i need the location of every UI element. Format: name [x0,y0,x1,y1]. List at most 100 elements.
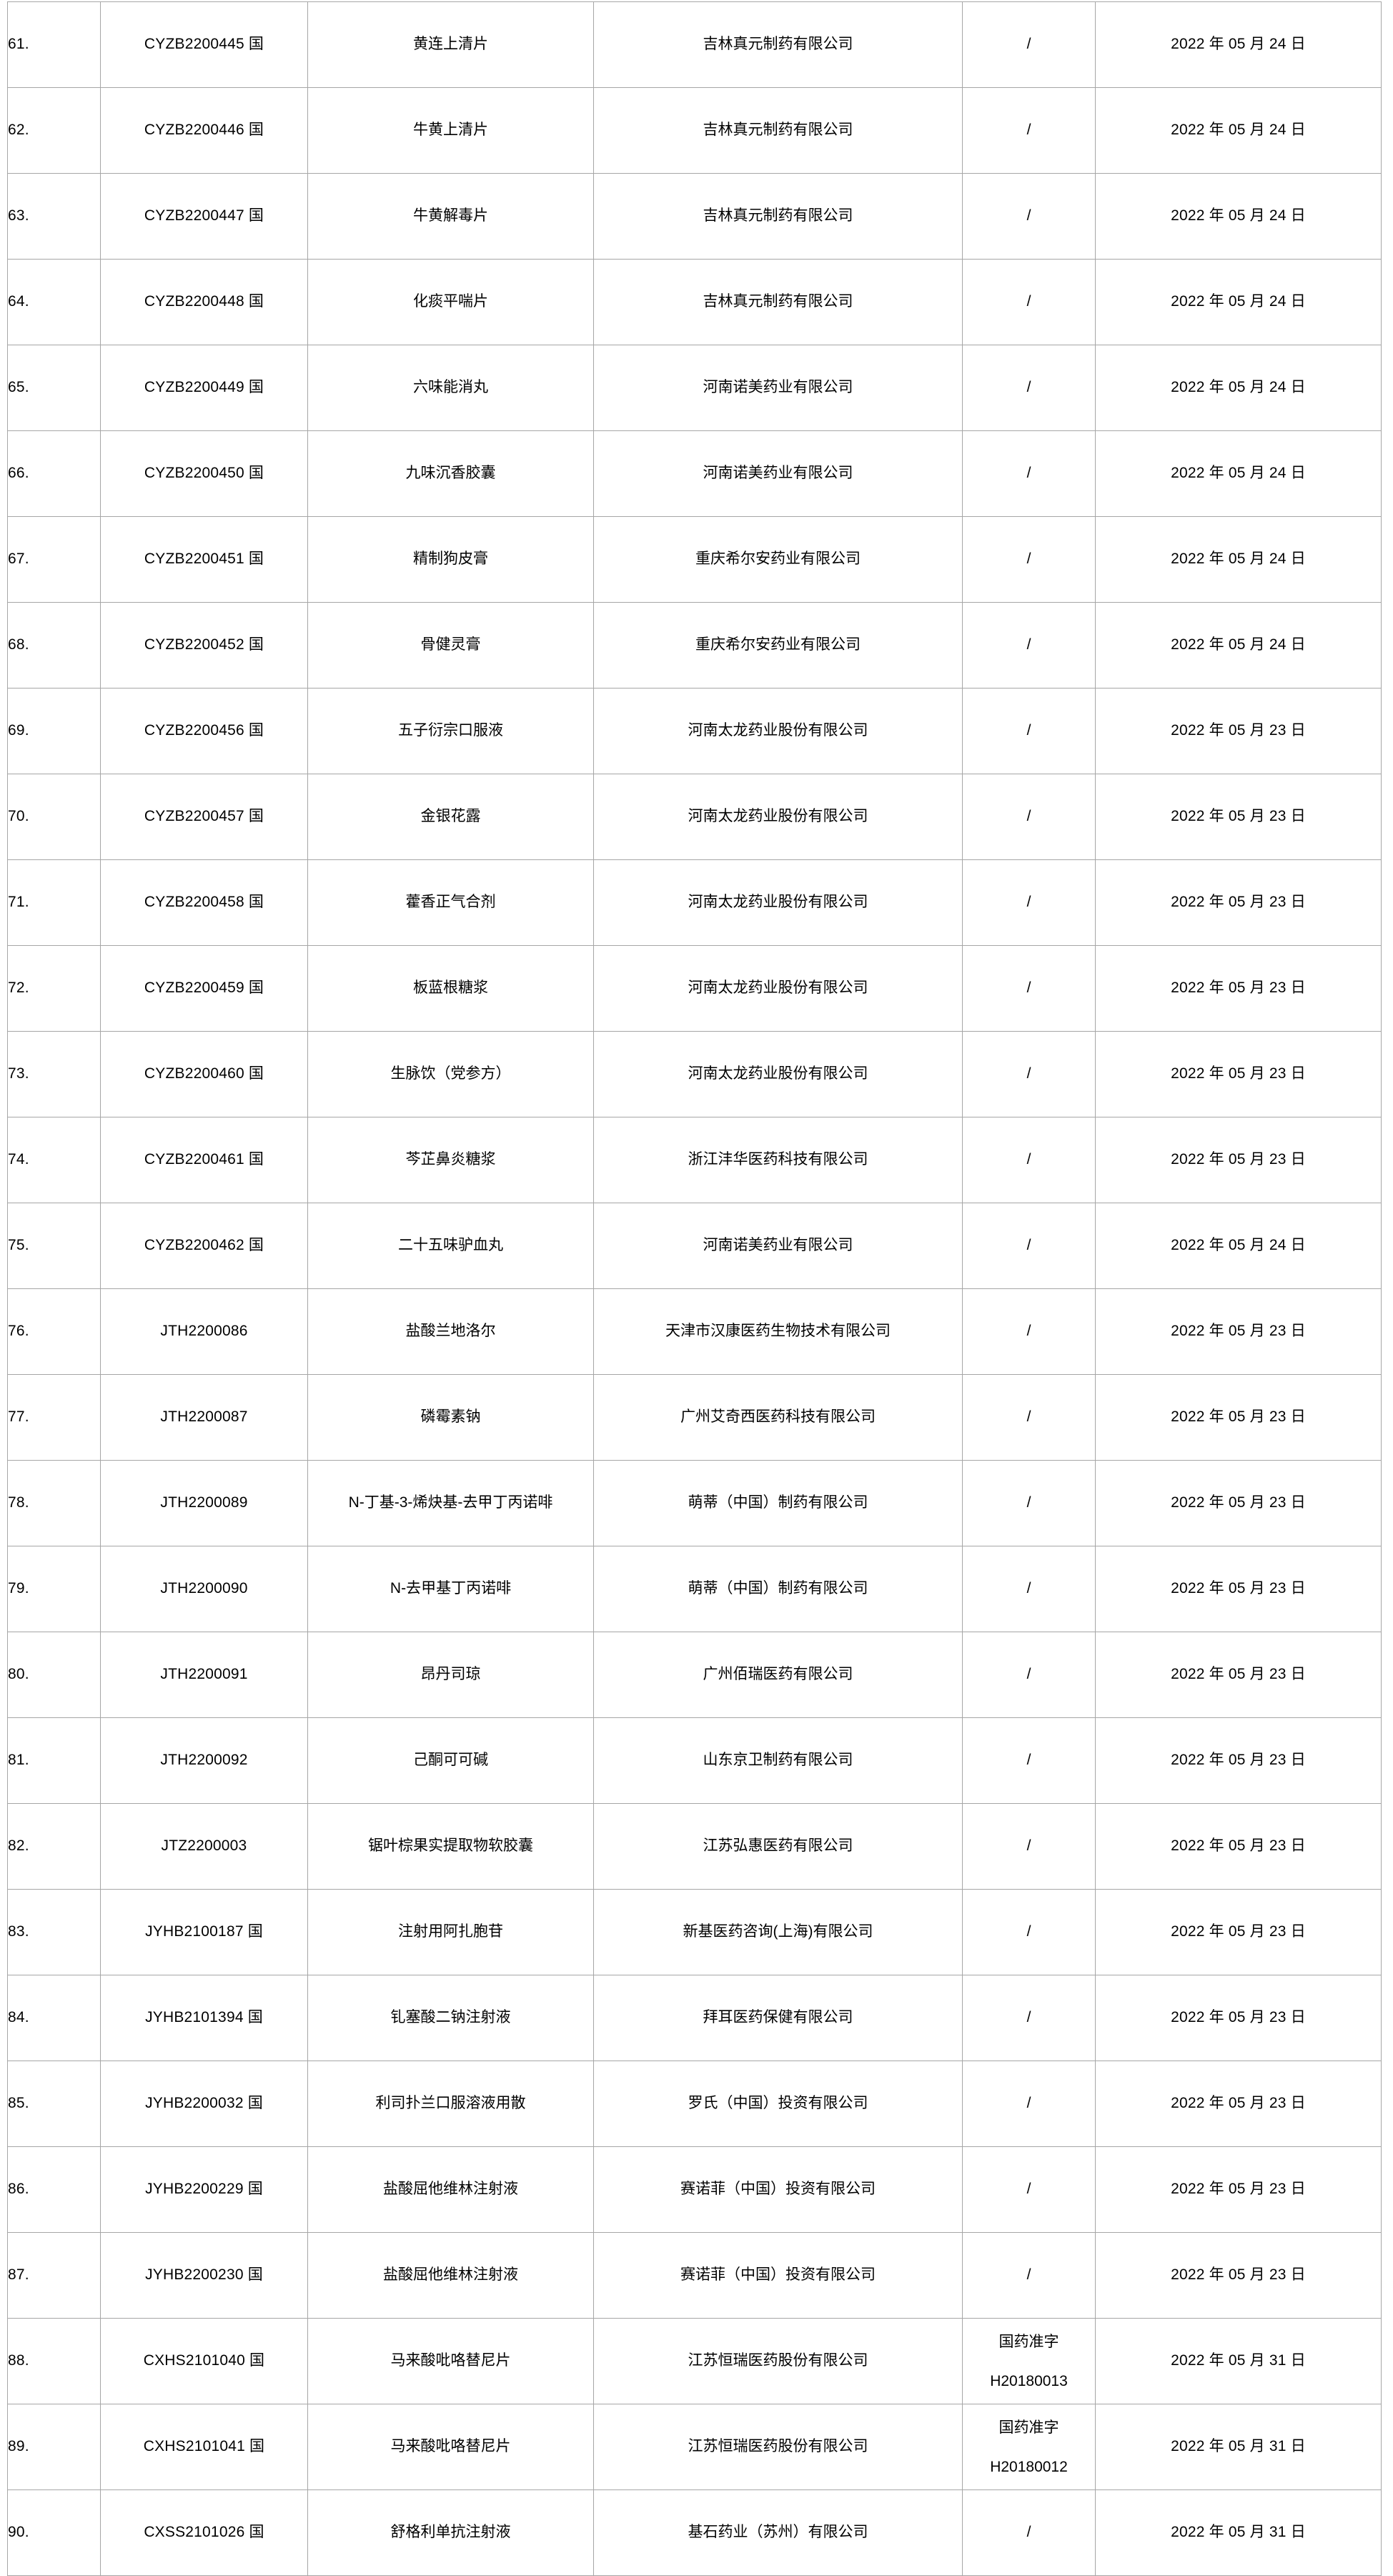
acceptance-number-cell: JYHB2101394 国 [100,1975,308,2061]
holder-name-cell: 吉林真元制药有限公司 [593,173,963,260]
row-index-cell: 71. [7,859,101,946]
acceptance-number-cell: CYZB2200458 国 [100,859,308,946]
row-index-cell: 75. [7,1203,101,1289]
approval-number-cell: / [962,1546,1096,1632]
table-row: 84. JYHB2101394 国钆塞酸二钠注射液 拜耳医药保健有限公司/2022 … [7,1975,1382,2061]
approval-date-cell: 2022 年 05 月 24 日 [1095,173,1382,260]
approval-date-cell: 2022 年 05 月 24 日 [1095,430,1382,517]
table-row: 85. JYHB2200032 国利司扑兰口服溶液用散 罗氏（中国）投资有限公司/2… [7,2061,1382,2147]
acceptance-number-cell: JYHB2200230 国 [100,2232,308,2319]
table-row: 78. JTH2200089 N-丁基-3-烯炔基-去甲丁丙诺啡 萌蒂（中国）制药有限… [7,1460,1382,1546]
acceptance-number-cell: CYZB2200456 国 [100,688,308,774]
drug-name-cell: 利司扑兰口服溶液用散 [307,2061,594,2147]
acceptance-number-cell: CYZB2200448 国 [100,259,308,345]
row-index-cell: 62. [7,87,101,174]
drug-name-cell: 盐酸屈他维林注射液 [307,2146,594,2233]
approval-date-cell: 2022 年 05 月 23 日 [1095,2061,1382,2147]
drug-name-cell: 精制狗皮膏 [307,516,594,603]
acceptance-number-cell: CYZB2200457 国 [100,774,308,860]
drug-name-cell: 己酮可可碱 [307,1717,594,1804]
approval-date-cell: 2022 年 05 月 24 日 [1095,516,1382,603]
approval-date-cell: 2022 年 05 月 24 日 [1095,1,1382,88]
row-index-cell: 83. [7,1889,101,1975]
approval-date-cell: 2022 年 05 月 23 日 [1095,1288,1382,1375]
table-row: 74. CYZB2200461 国芩芷鼻炎糖浆 浙江沣华医药科技有限公司/2022 … [7,1117,1382,1203]
table-row: 72. CYZB2200459 国板蓝根糖浆 河南太龙药业股份有限公司/2022 年… [7,945,1382,1032]
approval-date-cell: 2022 年 05 月 23 日 [1095,1889,1382,1975]
table-row: 65. CYZB2200449 国六味能消丸 河南诺美药业有限公司/2022 年 0… [7,345,1382,431]
approval-date-cell: 2022 年 05 月 31 日 [1095,2404,1382,2490]
acceptance-number-cell: CXHS2101041 国 [100,2404,308,2490]
table-row: 67. CYZB2200451 国精制狗皮膏 重庆希尔安药业有限公司/2022 年 … [7,516,1382,603]
table-row: 81. JTH2200092 己酮可可碱 山东京卫制药有限公司/2022 年 05 月… [7,1717,1382,1804]
acceptance-number-cell: JTZ2200003 [100,1803,308,1890]
drug-name-cell: 钆塞酸二钠注射液 [307,1975,594,2061]
row-index-cell: 66. [7,430,101,517]
approval-date-cell: 2022 年 05 月 31 日 [1095,2318,1382,2404]
drug-name-cell: 骨健灵膏 [307,602,594,689]
holder-name-cell: 赛诺菲（中国）投资有限公司 [593,2146,963,2233]
drug-name-cell: 黄连上清片 [307,1,594,88]
approval-number-cell: 国药准字 H20180012 [962,2404,1096,2490]
acceptance-number-cell: CXHS2101040 国 [100,2318,308,2404]
holder-name-cell: 河南太龙药业股份有限公司 [593,945,963,1032]
drug-name-cell: 马来酸吡咯替尼片 [307,2404,594,2490]
holder-name-cell: 山东京卫制药有限公司 [593,1717,963,1804]
acceptance-number-cell: JTH2200092 [100,1717,308,1804]
approval-number-cell: / [962,1803,1096,1890]
approval-number-line-2: H20180012 [990,2458,1068,2475]
drug-name-cell: 化痰平喘片 [307,259,594,345]
acceptance-number-cell: CYZB2200445 国 [100,1,308,88]
table-row: 71. CYZB2200458 国藿香正气合剂 河南太龙药业股份有限公司/2022 … [7,859,1382,946]
holder-name-cell: 拜耳医药保健有限公司 [593,1975,963,2061]
row-index-cell: 81. [7,1717,101,1804]
row-index-cell: 88. [7,2318,101,2404]
acceptance-number-cell: CYZB2200462 国 [100,1203,308,1289]
table-row: 90. CXSS2101026 国舒格利单抗注射液 基石药业（苏州）有限公司/202… [7,2489,1382,2576]
acceptance-number-cell: CYZB2200447 国 [100,173,308,260]
table-row: 88. CXHS2101040 国马来酸吡咯替尼片 江苏恒瑞医药股份有限公司 国药准字… [7,2318,1382,2404]
drug-name-cell: 锯叶棕果实提取物软胶囊 [307,1803,594,1890]
approval-number-cell: / [962,1,1096,88]
row-index-cell: 77. [7,1374,101,1461]
holder-name-cell: 河南诺美药业有限公司 [593,1203,963,1289]
table-row: 61. CYZB2200445 国黄连上清片 吉林真元制药有限公司/2022 年 0… [7,1,1382,88]
holder-name-cell: 萌蒂（中国）制药有限公司 [593,1546,963,1632]
drug-name-cell: 芩芷鼻炎糖浆 [307,1117,594,1203]
table-row: 66. CYZB2200450 国九味沉香胶囊 河南诺美药业有限公司/2022 年 … [7,430,1382,517]
row-index-cell: 64. [7,259,101,345]
approval-date-cell: 2022 年 05 月 23 日 [1095,1031,1382,1117]
holder-name-cell: 河南太龙药业股份有限公司 [593,774,963,860]
holder-name-cell: 基石药业（苏州）有限公司 [593,2489,963,2576]
table-row: 76. JTH2200086 盐酸兰地洛尔 天津市汉康医药生物技术有限公司/2022 … [7,1288,1382,1375]
approval-date-cell: 2022 年 05 月 23 日 [1095,1546,1382,1632]
drug-name-cell: 板蓝根糖浆 [307,945,594,1032]
approval-number-multiline: 国药准字 H20180013 [963,2334,1095,2389]
drug-name-cell: 盐酸兰地洛尔 [307,1288,594,1375]
table-row: 73. CYZB2200460 国生脉饮（党参方） 河南太龙药业股份有限公司/202… [7,1031,1382,1117]
approval-date-cell: 2022 年 05 月 24 日 [1095,602,1382,689]
holder-name-cell: 吉林真元制药有限公司 [593,87,963,174]
approval-number-cell: / [962,1117,1096,1203]
table-row: 75. CYZB2200462 国二十五味驴血丸 河南诺美药业有限公司/2022 年… [7,1203,1382,1289]
approval-number-cell: / [962,173,1096,260]
acceptance-number-cell: JYHB2100187 国 [100,1889,308,1975]
approval-number-cell: / [962,1374,1096,1461]
row-index-cell: 63. [7,173,101,260]
holder-name-cell: 河南诺美药业有限公司 [593,345,963,431]
approval-number-cell: / [962,1031,1096,1117]
acceptance-number-cell: CYZB2200451 国 [100,516,308,603]
approval-number-cell: / [962,516,1096,603]
approval-number-cell: / [962,2061,1096,2147]
acceptance-number-cell: JYHB2200032 国 [100,2061,308,2147]
approval-date-cell: 2022 年 05 月 24 日 [1095,345,1382,431]
acceptance-number-cell: CYZB2200449 国 [100,345,308,431]
holder-name-cell: 江苏弘惠医药有限公司 [593,1803,963,1890]
row-index-cell: 72. [7,945,101,1032]
row-index-cell: 78. [7,1460,101,1546]
approval-date-cell: 2022 年 05 月 23 日 [1095,1717,1382,1804]
approval-number-line-1: 国药准字 [998,2419,1059,2436]
row-index-cell: 73. [7,1031,101,1117]
row-index-cell: 82. [7,1803,101,1890]
